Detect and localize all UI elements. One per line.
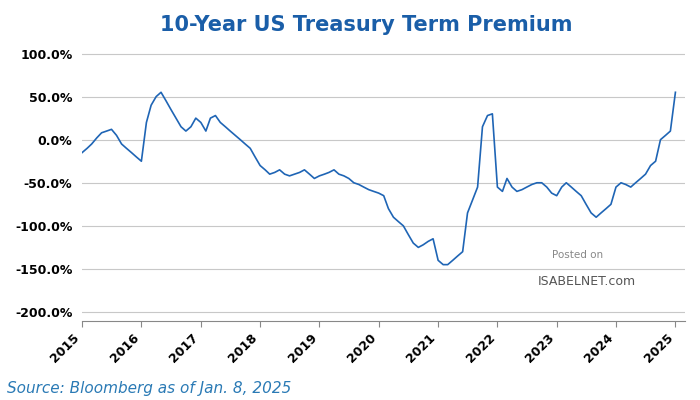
Text: Posted on: Posted on xyxy=(552,250,603,260)
Text: ISABELNET.com: ISABELNET.com xyxy=(538,274,636,288)
Text: 10-Year US Treasury Term Premium: 10-Year US Treasury Term Premium xyxy=(160,15,573,35)
Text: Source: Bloomberg as of Jan. 8, 2025: Source: Bloomberg as of Jan. 8, 2025 xyxy=(7,381,291,396)
